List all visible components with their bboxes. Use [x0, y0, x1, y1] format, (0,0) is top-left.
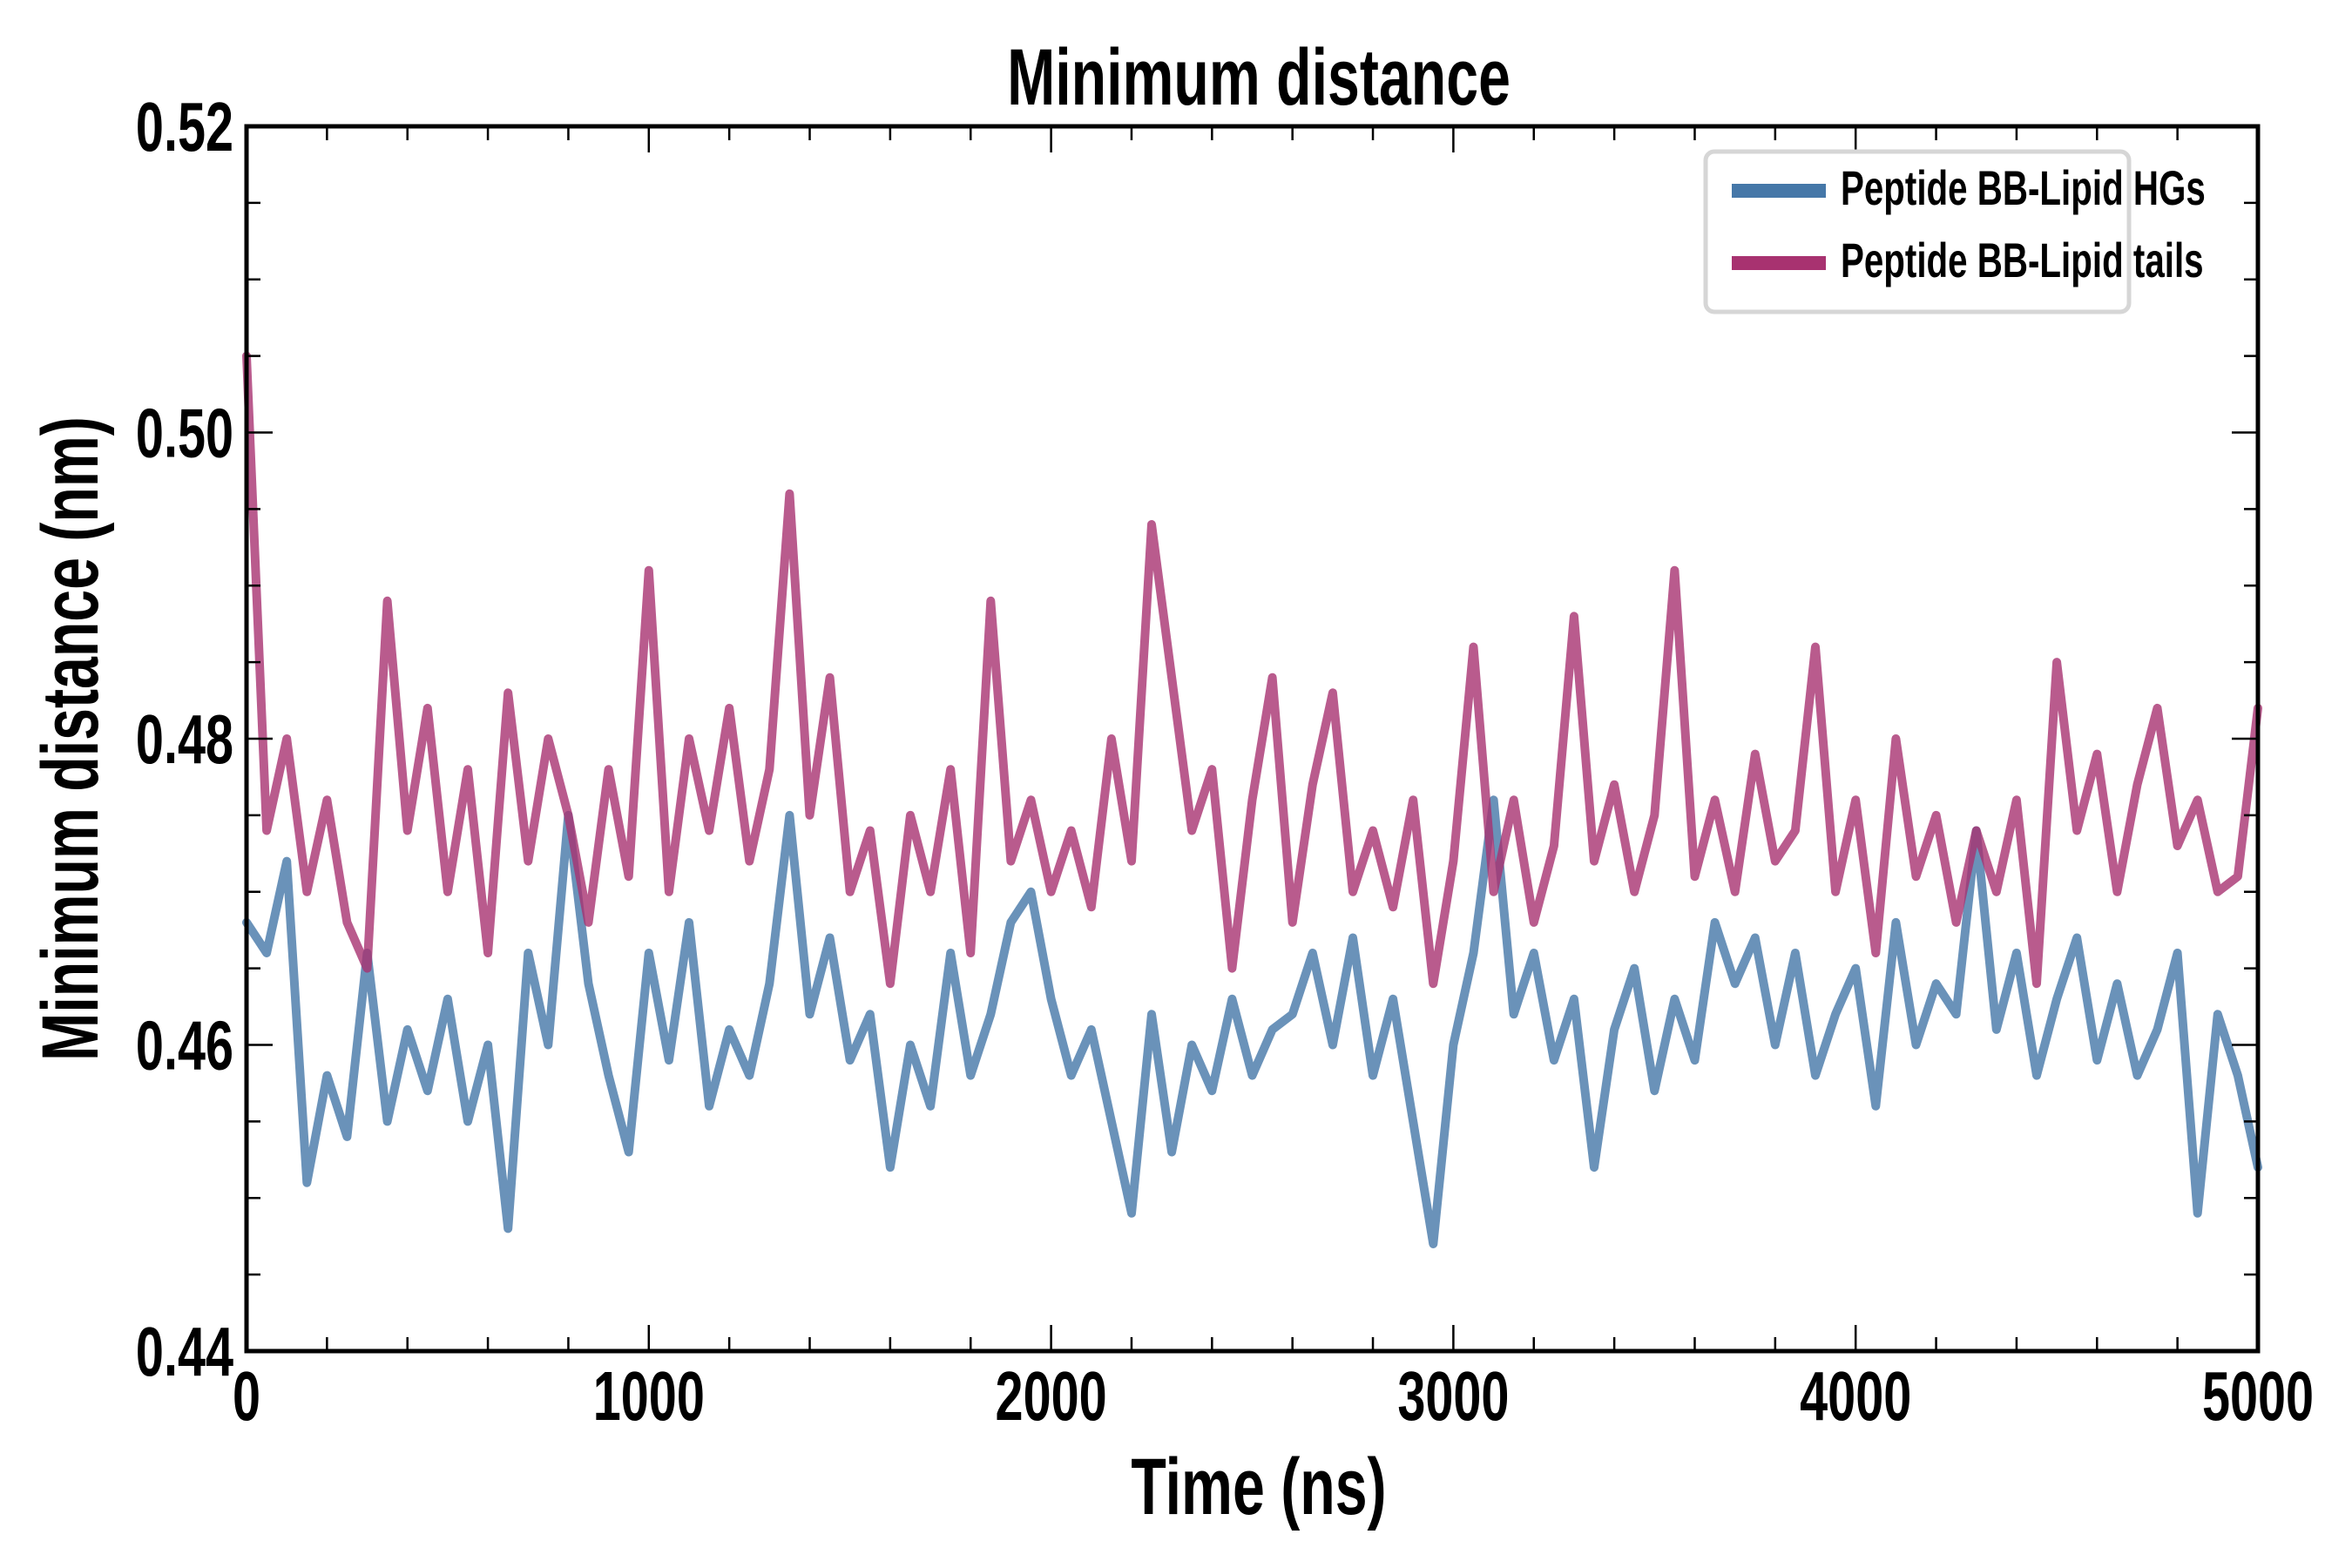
- x-tick-label: 0: [233, 1357, 260, 1436]
- x-tick-label: 2000: [996, 1357, 1107, 1436]
- y-tick-label: 0.52: [136, 88, 233, 166]
- axis-ticks: [245, 125, 2260, 1353]
- y-tick-label: 0.46: [136, 1006, 233, 1085]
- x-tick-label: 3000: [1397, 1357, 1509, 1436]
- plot-frame: [244, 124, 2261, 1354]
- legend-label-tails: Peptide BB-Lipid tails: [1841, 234, 2204, 288]
- x-tick-labels: 0 1000 2000 3000 4000 5000: [233, 1357, 2314, 1436]
- y-tick-label: 0.48: [136, 700, 233, 779]
- y-axis-label: Minimum distance (nm): [24, 416, 114, 1061]
- series-line-1: [242, 351, 2262, 989]
- y-tick-labels: 0.44 0.46 0.48 0.50 0.52: [136, 88, 233, 1391]
- legend-label-hgs: Peptide BB-Lipid HGs: [1841, 162, 2206, 216]
- series-line-0: [242, 795, 2262, 1248]
- chart-title: Minimum distance: [1007, 31, 1511, 121]
- x-tick-label: 1000: [593, 1357, 705, 1436]
- x-tick-label: 5000: [2202, 1357, 2314, 1436]
- series-lines: [242, 351, 2262, 1248]
- y-tick-label: 0.50: [136, 394, 233, 472]
- x-tick-label: 4000: [1800, 1357, 1911, 1436]
- y-tick-label: 0.44: [136, 1313, 233, 1391]
- x-axis-label: Time (ns): [1131, 1441, 1386, 1531]
- legend: Peptide BB-Lipid HGs Peptide BB-Lipid ta…: [1703, 149, 2206, 314]
